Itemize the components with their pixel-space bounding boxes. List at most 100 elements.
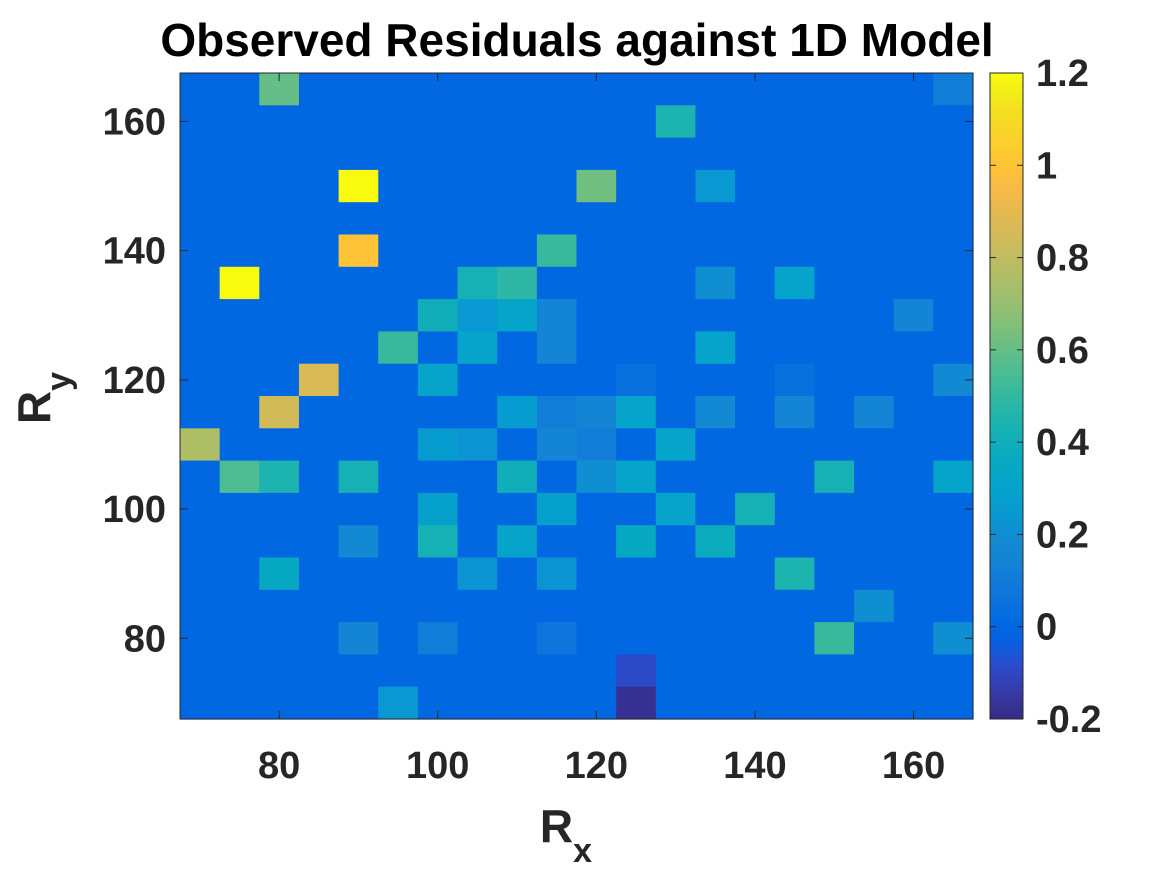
heatmap-cell [695, 557, 736, 591]
heatmap-cell [695, 492, 736, 526]
heatmap-cell [893, 654, 934, 688]
heatmap-cell [457, 266, 498, 300]
heatmap-cell [854, 202, 895, 236]
heatmap-cell [378, 622, 419, 655]
heatmap-cell [616, 299, 657, 332]
heatmap-cell [219, 234, 260, 268]
heatmap-cell [338, 557, 379, 591]
heatmap-cell [695, 622, 736, 655]
heatmap-cell [259, 622, 300, 655]
heatmap-cell [417, 654, 459, 688]
heatmap-cell [457, 589, 498, 623]
heatmap-cell [497, 686, 538, 720]
colorbar-tick-label: 0.8 [1036, 238, 1089, 280]
heatmap-cell [180, 266, 221, 300]
heatmap-cell [536, 686, 578, 720]
heatmap-cell [259, 234, 300, 268]
heatmap-cell [338, 460, 379, 494]
heatmap-cell [298, 234, 340, 268]
heatmap-cell [259, 169, 300, 203]
heatmap-cell [933, 525, 974, 559]
heatmap-cell [180, 428, 221, 462]
heatmap-cell [814, 428, 855, 462]
colorbar-tick-label: 0 [1036, 607, 1057, 649]
heatmap-cell [576, 105, 617, 139]
heatmap-cell [536, 492, 578, 526]
heatmap-cell [417, 428, 459, 462]
heatmap-cell [893, 202, 934, 236]
heatmap-cell [378, 589, 419, 623]
heatmap-cell [417, 589, 459, 623]
heatmap-cell [735, 299, 776, 332]
y-tick-label: 80 [124, 618, 166, 660]
heatmap-cell [774, 266, 815, 300]
heatmap-cell [338, 428, 379, 462]
colorbar-tick-label: 0.2 [1036, 514, 1089, 556]
heatmap-cell [735, 396, 776, 429]
heatmap-cell [854, 73, 895, 106]
heatmap-cell [378, 331, 419, 365]
heatmap-cell [417, 396, 459, 429]
heatmap-cell [933, 589, 974, 623]
heatmap-cell [338, 363, 379, 397]
heatmap-cell [576, 492, 617, 526]
heatmap-cell [735, 460, 776, 494]
heatmap-cell [774, 331, 815, 365]
heatmap-cell [417, 363, 459, 397]
heatmap-cell [536, 266, 578, 300]
heatmap-cell [536, 460, 578, 494]
heatmap-cell [933, 266, 974, 300]
y-tick-label: 100 [103, 489, 166, 531]
heatmap-cell [259, 266, 300, 300]
heatmap-cell [655, 492, 697, 526]
heatmap-cell [893, 396, 934, 429]
heatmap-cell [933, 654, 974, 688]
heatmap-cell [457, 169, 498, 203]
heatmap-cell [378, 234, 419, 268]
heatmap-cell [814, 105, 855, 139]
heatmap-cell [259, 105, 300, 139]
heatmap-cell [655, 331, 697, 365]
heatmap-cell [259, 589, 300, 623]
heatmap-cell [933, 557, 974, 591]
x-tick-label: 120 [565, 745, 628, 787]
heatmap-cell [497, 460, 538, 494]
heatmap-cell [814, 137, 855, 171]
heatmap-cell [893, 331, 934, 365]
heatmap-cell [695, 331, 736, 365]
heatmap-cell [298, 202, 340, 236]
heatmap-cell [616, 589, 657, 623]
heatmap-cell [457, 460, 498, 494]
heatmap-cell [933, 331, 974, 365]
heatmap-cell [219, 460, 260, 494]
heatmap-cell [814, 202, 855, 236]
heatmap-cell [417, 492, 459, 526]
heatmap-cell [259, 654, 300, 688]
heatmap-cell [219, 492, 260, 526]
heatmap-cell [338, 654, 379, 688]
heatmap-cell [695, 266, 736, 300]
heatmap-cell [180, 525, 221, 559]
heatmap-cell [854, 654, 895, 688]
heatmap-cell [655, 396, 697, 429]
heatmap-cell [378, 492, 419, 526]
heatmap-cell [378, 299, 419, 332]
heatmap-cell [417, 460, 459, 494]
chart-title: Observed Residuals against 1D Model [160, 14, 993, 66]
heatmap-cell [378, 557, 419, 591]
heatmap-cell [219, 331, 260, 365]
heatmap-cell [735, 428, 776, 462]
heatmap-cell [655, 622, 697, 655]
heatmap-cell [497, 428, 538, 462]
heatmap-cell [616, 557, 657, 591]
heatmap-cell [378, 525, 419, 559]
y-axis-label: Ry [8, 372, 78, 424]
heatmap-cell [457, 492, 498, 526]
heatmap-cell [219, 525, 260, 559]
x-tick-label: 80 [258, 745, 300, 787]
heatmap-cell [497, 492, 538, 526]
heatmap-cell [219, 73, 260, 106]
heatmap-cell [457, 428, 498, 462]
heatmap-cell [417, 169, 459, 203]
x-axis-label: Rx [540, 800, 592, 870]
